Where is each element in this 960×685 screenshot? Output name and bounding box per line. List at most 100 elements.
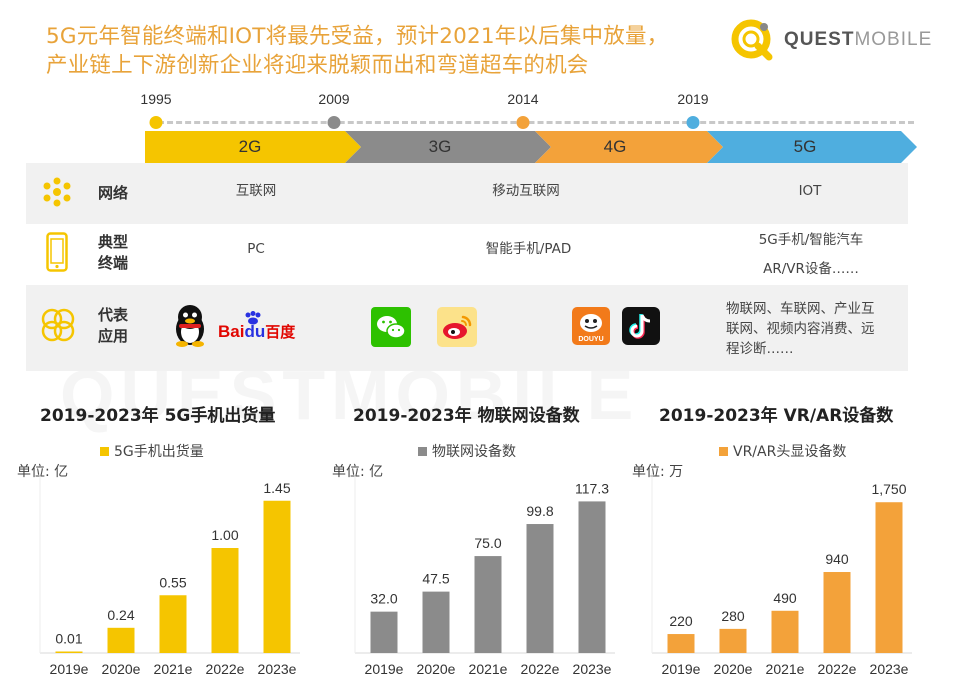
network-label: 网络 — [98, 184, 129, 202]
bar-2021e — [474, 556, 502, 653]
baidu-text-cn: 百度 — [265, 324, 296, 341]
tick-label-2023e: 2023e — [573, 661, 612, 677]
chart-3-unit: 单位: 万 — [632, 464, 684, 480]
tick-label-2022e: 2022e — [521, 661, 560, 677]
terminal-label-line-2: 终端 — [98, 254, 129, 272]
tick-label-2022e: 2022e — [206, 661, 245, 677]
apps-rings-icon — [41, 308, 75, 342]
data-label-2023e: 1.45 — [263, 480, 290, 496]
data-label-2022e: 1.00 — [211, 527, 238, 543]
chart-1-legend: 5G手机出货量 — [100, 441, 204, 461]
data-label-2019e: 220 — [669, 613, 693, 629]
apps-label: 代表 应用 — [98, 305, 128, 347]
generation-arrow-shapes — [145, 131, 917, 163]
data-label-2020e: 280 — [721, 608, 745, 624]
chart-1-legend-swatch — [100, 446, 109, 456]
network-5g: IOT — [798, 183, 822, 199]
terminal-label: 典型 终端 — [98, 232, 128, 274]
bar-2020e — [719, 628, 747, 653]
tick-label-2019e: 2019e — [662, 661, 701, 677]
year-1995: 1995 — [140, 91, 172, 107]
arrow-5g-label: 5G — [793, 137, 817, 156]
bar-2023e — [578, 501, 606, 653]
tick-label-2020e: 2020e — [102, 661, 141, 677]
arrow-2g-label: 2G — [238, 137, 262, 156]
bar-2022e — [526, 524, 554, 653]
tick-label-2019e: 2019e — [50, 661, 89, 677]
logo-text-light: MOBILE — [854, 29, 933, 50]
tick-label-2020e: 2020e — [714, 661, 753, 677]
chart-1-unit: 单位: 亿 — [17, 464, 69, 480]
apps-5g-line-1: 物联网、车联网、产业互 — [726, 301, 875, 317]
tick-label-2021e: 2021e — [766, 661, 805, 677]
chart-2-unit: 单位: 亿 — [332, 464, 384, 480]
tick-label-2021e: 2021e — [154, 661, 193, 677]
chart-3-legend-swatch — [719, 446, 728, 456]
arrow-4g — [535, 131, 723, 163]
chart-2-title: 2019-2023年 物联网设备数 — [353, 406, 580, 426]
bar-2023e — [875, 502, 903, 653]
tick-label-2023e: 2023e — [870, 661, 909, 677]
logo-text-bold: QUEST — [784, 29, 855, 50]
data-label-2020e: 47.5 — [422, 571, 449, 587]
tick-label-2021e: 2021e — [469, 661, 508, 677]
baidu-text-bai: Bai — [218, 322, 245, 341]
chart-1-legend-label: 5G手机出货量 — [114, 444, 204, 460]
baidu-text-du: du — [244, 322, 266, 341]
timeline-dashed-line — [158, 121, 914, 124]
chart-2-legend-swatch — [418, 446, 427, 456]
bar-2021e — [771, 610, 799, 653]
page-title: 5G元年智能终端和IOT将最先受益，预计2021年以后集中放量， 产业链上下游创… — [46, 22, 706, 80]
data-label-2019e: 0.01 — [55, 631, 82, 647]
questmobile-logo-icon — [731, 19, 773, 61]
arrow-3g-label: 3G — [428, 137, 452, 156]
bar-2021e — [159, 595, 187, 653]
data-label-2021e: 490 — [773, 590, 797, 606]
bar-2020e — [422, 591, 450, 653]
year-2009: 2009 — [318, 91, 350, 107]
data-label-2023e: 1,750 — [871, 481, 906, 497]
douyu-text: DOUYU — [578, 336, 604, 343]
douyin-icon — [622, 307, 660, 345]
data-label-2022e: 940 — [825, 551, 849, 567]
row-network: 网络 互联网 移动互联网 IOT — [26, 163, 908, 224]
bar-2019e — [370, 611, 398, 653]
terminal-2g: PC — [247, 241, 265, 257]
chart-3-title: 2019-2023年 VR/AR设备数 — [659, 406, 894, 426]
tick-label-2023e: 2023e — [258, 661, 297, 677]
bar-2020e — [107, 627, 135, 653]
year-2014: 2014 — [507, 91, 539, 107]
apps-label-line-1: 代表 — [98, 306, 129, 324]
terminal-label-line-1: 典型 — [98, 233, 129, 251]
qq-penguin-icon — [176, 305, 204, 347]
chart-2-legend-label: 物联网设备数 — [432, 444, 516, 460]
douyu-icon: DOUYU — [572, 307, 610, 345]
terminal-4g: 智能手机/PAD — [485, 241, 572, 257]
network-4g: 移动互联网 — [492, 183, 560, 199]
bar-2019e — [667, 634, 695, 653]
timeline-dot-2014 — [516, 116, 530, 129]
tick-label-2020e: 2020e — [417, 661, 456, 677]
year-2019: 2019 — [677, 91, 709, 107]
title-line-1: 5G元年智能终端和IOT将最先受益，预计2021年以后集中放量， — [46, 24, 669, 49]
apps-5g: 物联网、车联网、产业互 联网、视频内容消费、远 程诊断…… — [726, 299, 901, 359]
data-label-2020e: 0.24 — [107, 607, 134, 623]
baidu-paw-icon — [245, 311, 261, 325]
chart-1-plot: 0.01 2019e 0.24 2020e 0.55 2021e 1.00 2022e 1.45… — [39, 473, 300, 677]
chart-2-plot: 32.0 2019e 47.5 2020e 75.0 2021e 99.8 2022e 117.… — [354, 473, 615, 677]
terminal-5g: 5G手机/智能汽车 AR/VR设备…… — [726, 230, 896, 279]
timeline-dot-1995 — [149, 116, 163, 129]
apps-5g-line-2: 联网、视频内容消费、远 — [726, 321, 875, 337]
chart-3-legend: VR/AR头显设备数 — [719, 441, 846, 461]
data-label-2019e: 32.0 — [370, 591, 397, 607]
arrow-3g — [345, 131, 551, 163]
apps-5g-line-3: 程诊断…… — [726, 341, 794, 357]
tick-label-2019e: 2019e — [365, 661, 404, 677]
data-label-2022e: 99.8 — [526, 503, 553, 519]
tick-label-2022e: 2022e — [818, 661, 857, 677]
row-apps: 代表 应用 Baidu百度 — [26, 285, 908, 371]
chart-3-legend-label: VR/AR头显设备数 — [733, 444, 847, 460]
data-label-2021e: 75.0 — [474, 535, 501, 551]
apps-label-line-2: 应用 — [98, 327, 129, 345]
chart-2-legend: 物联网设备数 — [418, 441, 516, 461]
